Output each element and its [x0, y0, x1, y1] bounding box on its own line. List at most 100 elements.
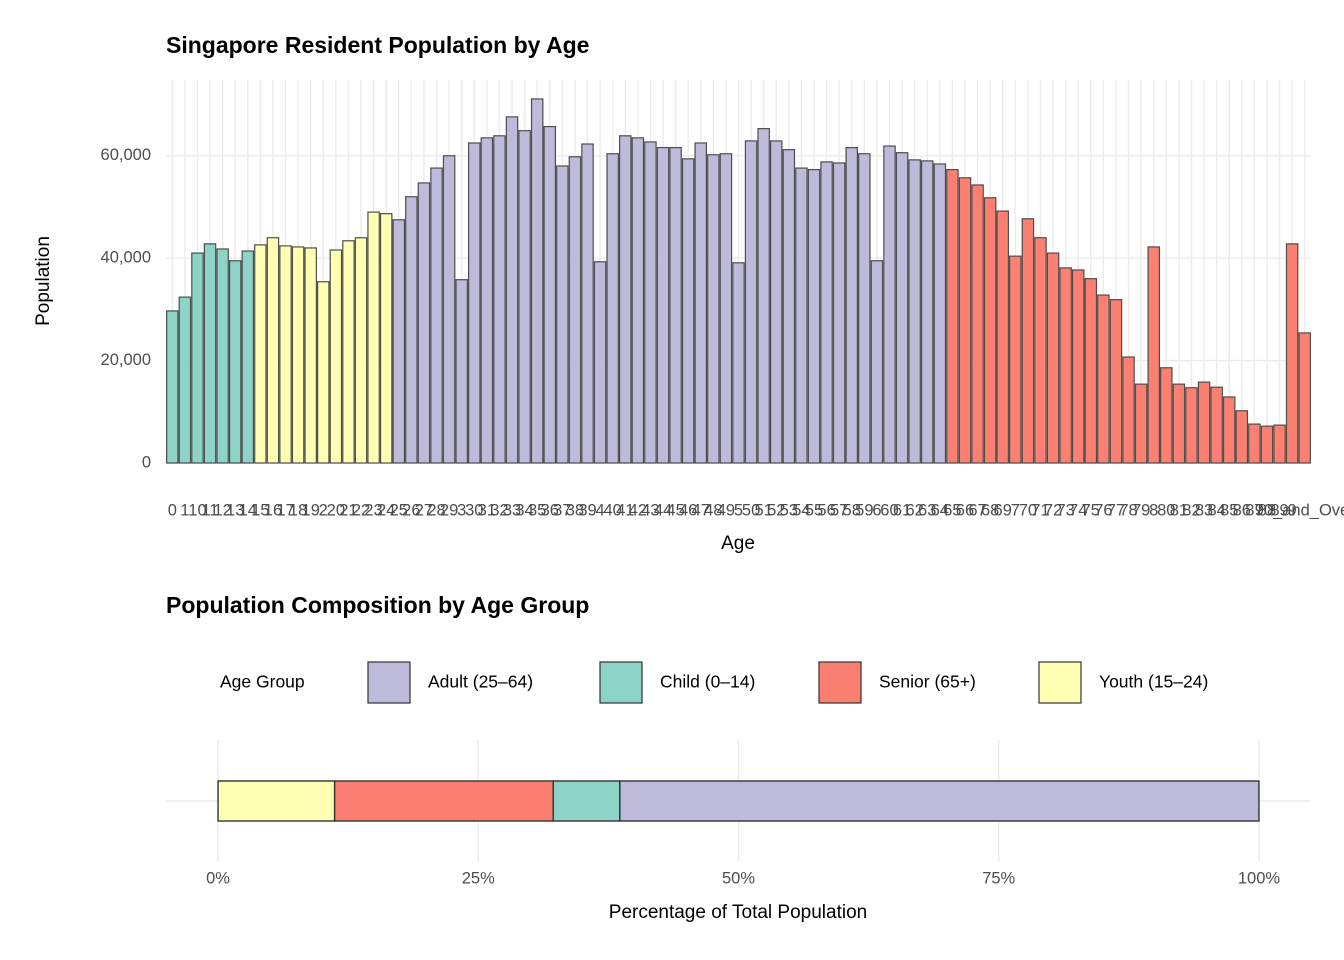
x-tick-label: 79 [1132, 501, 1150, 519]
x-tick-label: 72 [1044, 501, 1062, 519]
bar [455, 279, 468, 464]
legend-label: Youth (15–24) [1099, 672, 1208, 692]
x-tick-label: 81 [1170, 501, 1188, 519]
bar [618, 135, 632, 464]
bar [304, 247, 317, 464]
x-tick-label: 76 [1094, 501, 1112, 519]
bar [631, 137, 645, 464]
x-tick-label: 8 [1149, 501, 1158, 519]
bar [1197, 381, 1211, 464]
bar [669, 146, 682, 464]
x-tick-label: 32 [490, 501, 508, 519]
bar [1071, 269, 1085, 464]
x-tick-label: 86 [1233, 501, 1251, 519]
x-tick-label: 33 [503, 501, 521, 519]
bar [1134, 383, 1148, 464]
bar-segment [217, 780, 336, 822]
x-tick-label: 75 [1082, 501, 1100, 519]
bar [694, 142, 708, 464]
x-tick-label: 15 [251, 501, 269, 519]
x-tick-label: 77 [1107, 501, 1125, 519]
x-tick-label: 61 [893, 501, 911, 519]
x-tick-label: 44 [654, 501, 672, 519]
x-tick-label: 39 [578, 501, 596, 519]
bar [556, 165, 569, 464]
bar [795, 167, 808, 464]
x-tick-label: 84 [1207, 501, 1225, 519]
x-tick-label: 62 [905, 501, 923, 519]
x-tick-label: 83 [1195, 501, 1213, 519]
bar [581, 143, 594, 464]
x-tick-label: 23 [364, 501, 382, 519]
legend-key [818, 661, 862, 704]
bar [1109, 299, 1123, 464]
x-tick-label: 16 [264, 501, 282, 519]
bar [1034, 237, 1047, 464]
bar [971, 184, 984, 464]
x-tick-label: 60 [880, 501, 898, 519]
x-tick-label: 9 [1288, 501, 1297, 519]
x-tick-label: 42 [629, 501, 647, 519]
bar [644, 141, 657, 464]
x-tick-label: 54 [792, 501, 810, 519]
y-tick-label: 20,000 [101, 351, 151, 369]
x-tick-label: 50 [742, 501, 760, 519]
legend-label: Child (0–14) [660, 672, 755, 692]
x-tick-label: 87 [1245, 501, 1263, 519]
x-tick-label: 41 [616, 501, 634, 519]
y-tick-label: 40,000 [101, 249, 151, 267]
bar [1097, 294, 1110, 464]
x-tick-label: 73 [1056, 501, 1074, 519]
bar [883, 145, 896, 464]
bar [744, 140, 758, 464]
bar [1059, 267, 1072, 464]
x-tick-label: 78 [1119, 501, 1137, 519]
x-tick-label: 53 [780, 501, 798, 519]
bar [367, 211, 380, 464]
legend-label: Adult (25–64) [428, 672, 533, 692]
bar [593, 261, 607, 464]
y-axis-title: Population [33, 236, 54, 326]
x-tick-label: 1 [180, 501, 189, 519]
bar [178, 296, 192, 464]
bar [203, 243, 217, 464]
chart-title: Population Composition by Age Group [166, 592, 589, 618]
x-tick-label: 56 [817, 501, 835, 519]
x-tick-label: 80 [1157, 501, 1175, 519]
x-tick-label: 74 [1069, 501, 1087, 519]
y-tick-label: 60,000 [101, 146, 151, 164]
bar [820, 161, 833, 464]
bar [543, 125, 557, 464]
x-tick-label: 0 [168, 501, 177, 519]
x-tick-label: 5 [734, 501, 743, 519]
bar [983, 197, 997, 464]
x-tick-label: 46 [679, 501, 697, 519]
x-tick-label: 34 [515, 501, 533, 519]
x-tick-label: 28 [427, 501, 445, 519]
bar [342, 240, 355, 464]
x-tick-label: 19 [302, 501, 320, 519]
x-tick-label: 63 [918, 501, 936, 519]
legend-key [1038, 661, 1082, 704]
bar [858, 153, 871, 464]
x-tick-label: 11 [201, 501, 218, 519]
x-tick-label: 20 [327, 501, 345, 519]
legend-key [599, 661, 643, 704]
bar [656, 146, 670, 464]
bar [279, 245, 292, 464]
x-tick-label: 38 [566, 501, 584, 519]
x-tick-label: 68 [981, 501, 999, 519]
bar [1021, 218, 1035, 464]
bar [1210, 386, 1223, 464]
x-tick-label: 64 [931, 501, 949, 519]
bar-segment [619, 780, 1260, 822]
chart-title: Singapore Resident Population by Age [166, 32, 589, 58]
bar [254, 244, 267, 464]
bar [1298, 332, 1311, 464]
bar [442, 155, 456, 464]
bar [430, 167, 443, 464]
bar [392, 219, 406, 464]
bar-segment [333, 780, 554, 822]
x-tick-label: 0% [206, 869, 230, 887]
x-tick-label: 71 [1031, 501, 1049, 519]
